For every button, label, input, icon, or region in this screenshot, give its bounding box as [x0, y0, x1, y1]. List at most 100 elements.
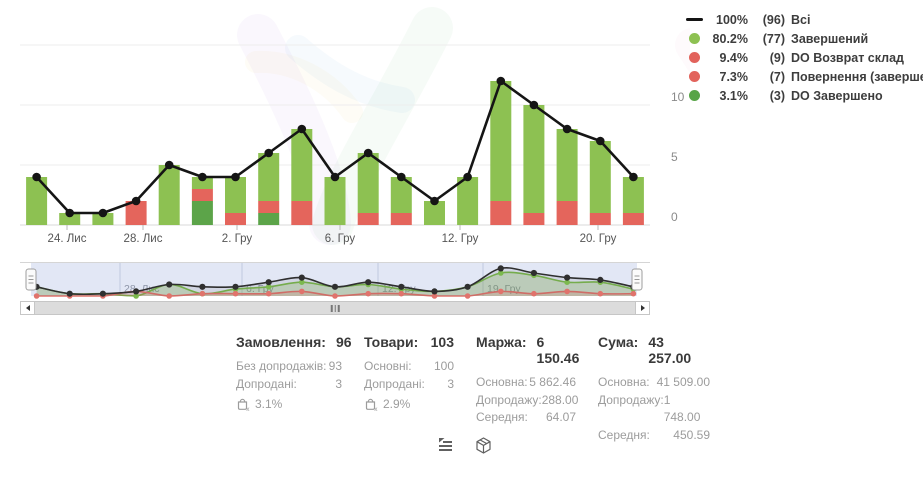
- total-line-point[interactable]: [330, 172, 340, 182]
- total-line-point[interactable]: [32, 172, 41, 182]
- bar-segment[interactable]: [523, 213, 545, 225]
- bar-segment[interactable]: [191, 189, 213, 201]
- basket-percent-value: 2.9%: [383, 397, 411, 411]
- legend-item-all[interactable]: 100% (96) Всі: [686, 10, 923, 29]
- bar-segment[interactable]: [490, 81, 512, 201]
- navigator-point: [597, 290, 604, 297]
- bar-segment[interactable]: [291, 129, 313, 201]
- navigator-area: [36, 272, 634, 296]
- stat-sub-value: 450.59: [673, 427, 710, 442]
- bar-segment[interactable]: [357, 153, 379, 213]
- bar-segment[interactable]: [191, 177, 213, 189]
- chart-legend: 100% (96) Всі 80.2% (77) Завершений 9.4%…: [686, 10, 923, 105]
- bar-segment[interactable]: [125, 201, 147, 225]
- navigator-point: [497, 265, 504, 272]
- navigator-point: [133, 288, 140, 295]
- navigator-area: [36, 291, 634, 296]
- details-list-icon[interactable]: [436, 436, 455, 455]
- navigator-handle-right[interactable]: [631, 268, 643, 291]
- navigator-point: [265, 284, 272, 290]
- bar-segment[interactable]: [59, 213, 81, 225]
- package-icon[interactable]: [474, 436, 493, 455]
- total-line-point[interactable]: [629, 172, 638, 182]
- navigator-point: [232, 290, 239, 297]
- legend-percent: 7.3%: [719, 69, 749, 84]
- navigator-point: [431, 293, 438, 299]
- total-line-point[interactable]: [363, 148, 373, 158]
- total-line-point[interactable]: [65, 208, 74, 218]
- bar-segment[interactable]: [589, 141, 611, 213]
- y-axis-label: 5: [671, 150, 678, 164]
- scrollbar-track[interactable]: [20, 301, 650, 315]
- bar-segment[interactable]: [92, 213, 114, 225]
- navigator-point: [564, 279, 570, 285]
- bar-segment[interactable]: [390, 177, 412, 213]
- bar-segment[interactable]: [225, 213, 246, 225]
- bar-segment[interactable]: [424, 201, 445, 225]
- bar-segment[interactable]: [622, 213, 644, 225]
- navigator-handle-left[interactable]: [25, 268, 37, 291]
- stat-sub-value: 288.00: [541, 392, 579, 407]
- bar-segment[interactable]: [457, 177, 479, 225]
- stat-title: Сума:: [598, 334, 639, 350]
- stat-value: 103: [430, 334, 454, 350]
- bar-segment[interactable]: [225, 177, 246, 213]
- bar-segment[interactable]: [390, 213, 412, 225]
- legend-label: DO Завершено: [791, 88, 883, 103]
- bar-segment[interactable]: [523, 105, 545, 213]
- total-line-point[interactable]: [562, 124, 572, 134]
- total-line-point[interactable]: [264, 148, 274, 158]
- navigator-point: [199, 290, 206, 297]
- bar-segment[interactable]: [191, 201, 213, 225]
- stat-sub-label: Допродажу:: [476, 392, 542, 407]
- chart-scrollbar[interactable]: [20, 301, 650, 315]
- legend-item-completed[interactable]: 80.2% (77) Завершений: [686, 29, 923, 48]
- scroll-right-button[interactable]: [635, 302, 649, 314]
- main-chart[interactable]: 0 5 10 24. Лис 28. Лис 2. Гру 6. Гру 12. Гру 20.…: [0, 0, 877, 250]
- total-line-point[interactable]: [463, 172, 472, 182]
- bar-segment[interactable]: [158, 165, 180, 225]
- bar-segment[interactable]: [26, 177, 48, 225]
- stat-sub-label: Допродані:: [364, 376, 425, 391]
- basket-percent-icon: x: [365, 398, 378, 412]
- total-line-point[interactable]: [397, 172, 406, 182]
- summary-stats: Замовлення: 96 Без допродажів: 93 Допродан…: [236, 334, 710, 444]
- total-line-point[interactable]: [496, 76, 506, 86]
- y-axis-label: 10: [671, 90, 685, 104]
- bar-segment[interactable]: [291, 201, 313, 225]
- bar-segment[interactable]: [556, 129, 578, 201]
- legend-item-return-warehouse[interactable]: 9.4% (9) DO Возврат склад: [686, 48, 923, 67]
- scrollbar-grip[interactable]: [330, 304, 340, 312]
- bar-segment[interactable]: [357, 213, 379, 225]
- total-line-point[interactable]: [430, 196, 439, 206]
- bar-segment[interactable]: [622, 177, 644, 213]
- stat-title: Замовлення:: [236, 334, 326, 350]
- total-line-point[interactable]: [98, 208, 108, 218]
- legend-item-return-completed[interactable]: 7.3% (7) Повернення (завершений): [686, 67, 923, 86]
- navigator-point: [99, 290, 106, 297]
- bar-segment[interactable]: [258, 213, 280, 225]
- total-line-point[interactable]: [198, 172, 207, 182]
- navigator-selection[interactable]: [31, 263, 637, 296]
- legend-item-do-completed[interactable]: 3.1% (3) DO Завершено: [686, 86, 923, 105]
- total-line-point[interactable]: [297, 124, 307, 134]
- bar-segment[interactable]: [258, 201, 280, 213]
- legend-percent: 100%: [716, 12, 748, 27]
- bar-segment[interactable]: [490, 201, 512, 225]
- total-line-point[interactable]: [231, 172, 240, 182]
- bar-segment[interactable]: [324, 177, 346, 225]
- total-line-point[interactable]: [529, 100, 539, 110]
- total-line-point[interactable]: [596, 136, 605, 146]
- basket-percent-value: 3.1%: [255, 397, 283, 411]
- scroll-left-button[interactable]: [21, 302, 35, 314]
- navigator-point: [332, 293, 338, 299]
- bar-segment[interactable]: [258, 153, 280, 201]
- total-line-point[interactable]: [131, 196, 141, 206]
- bar-segment[interactable]: [589, 213, 611, 225]
- total-line-point[interactable]: [164, 160, 174, 170]
- bar-segment[interactable]: [556, 201, 578, 225]
- x-axis-label: 6. Гру: [325, 233, 356, 245]
- navigator-point: [298, 274, 305, 281]
- navigator-point: [166, 281, 173, 288]
